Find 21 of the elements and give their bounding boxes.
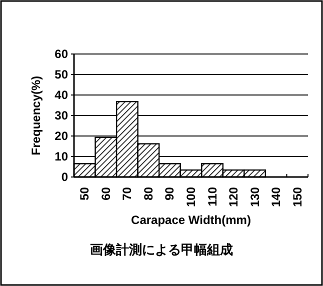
x-tick-label: 70 xyxy=(120,186,134,200)
y-tick-label: 10 xyxy=(54,150,68,164)
x-tick-label: 110 xyxy=(205,186,220,206)
x-tick-label: 100 xyxy=(184,186,198,208)
x-tick-label: 50 xyxy=(78,186,92,200)
x-axis-title: Carapace Width(mm) xyxy=(131,213,251,227)
x-tick-label: 140 xyxy=(269,186,284,208)
x-tick-label: 150 xyxy=(290,186,304,208)
x-tick-label: 90 xyxy=(162,186,177,200)
y-tick-label: 50 xyxy=(54,68,68,82)
x-tick-label: 80 xyxy=(141,186,156,200)
x-tick-label: 60 xyxy=(98,186,113,200)
y-tick-label: 40 xyxy=(54,88,68,102)
x-tick-label: 120 xyxy=(226,186,241,208)
y-tick-label: 0 xyxy=(61,170,68,184)
y-tick-label: 60 xyxy=(54,47,68,61)
y-tick-label: 30 xyxy=(54,108,68,122)
x-tick-label: 130 xyxy=(248,186,262,208)
y-tick-label: 20 xyxy=(54,129,68,143)
text: 画像計測による甲幅組成 xyxy=(90,242,233,257)
y-axis-title: Frequency(%) xyxy=(29,76,43,156)
